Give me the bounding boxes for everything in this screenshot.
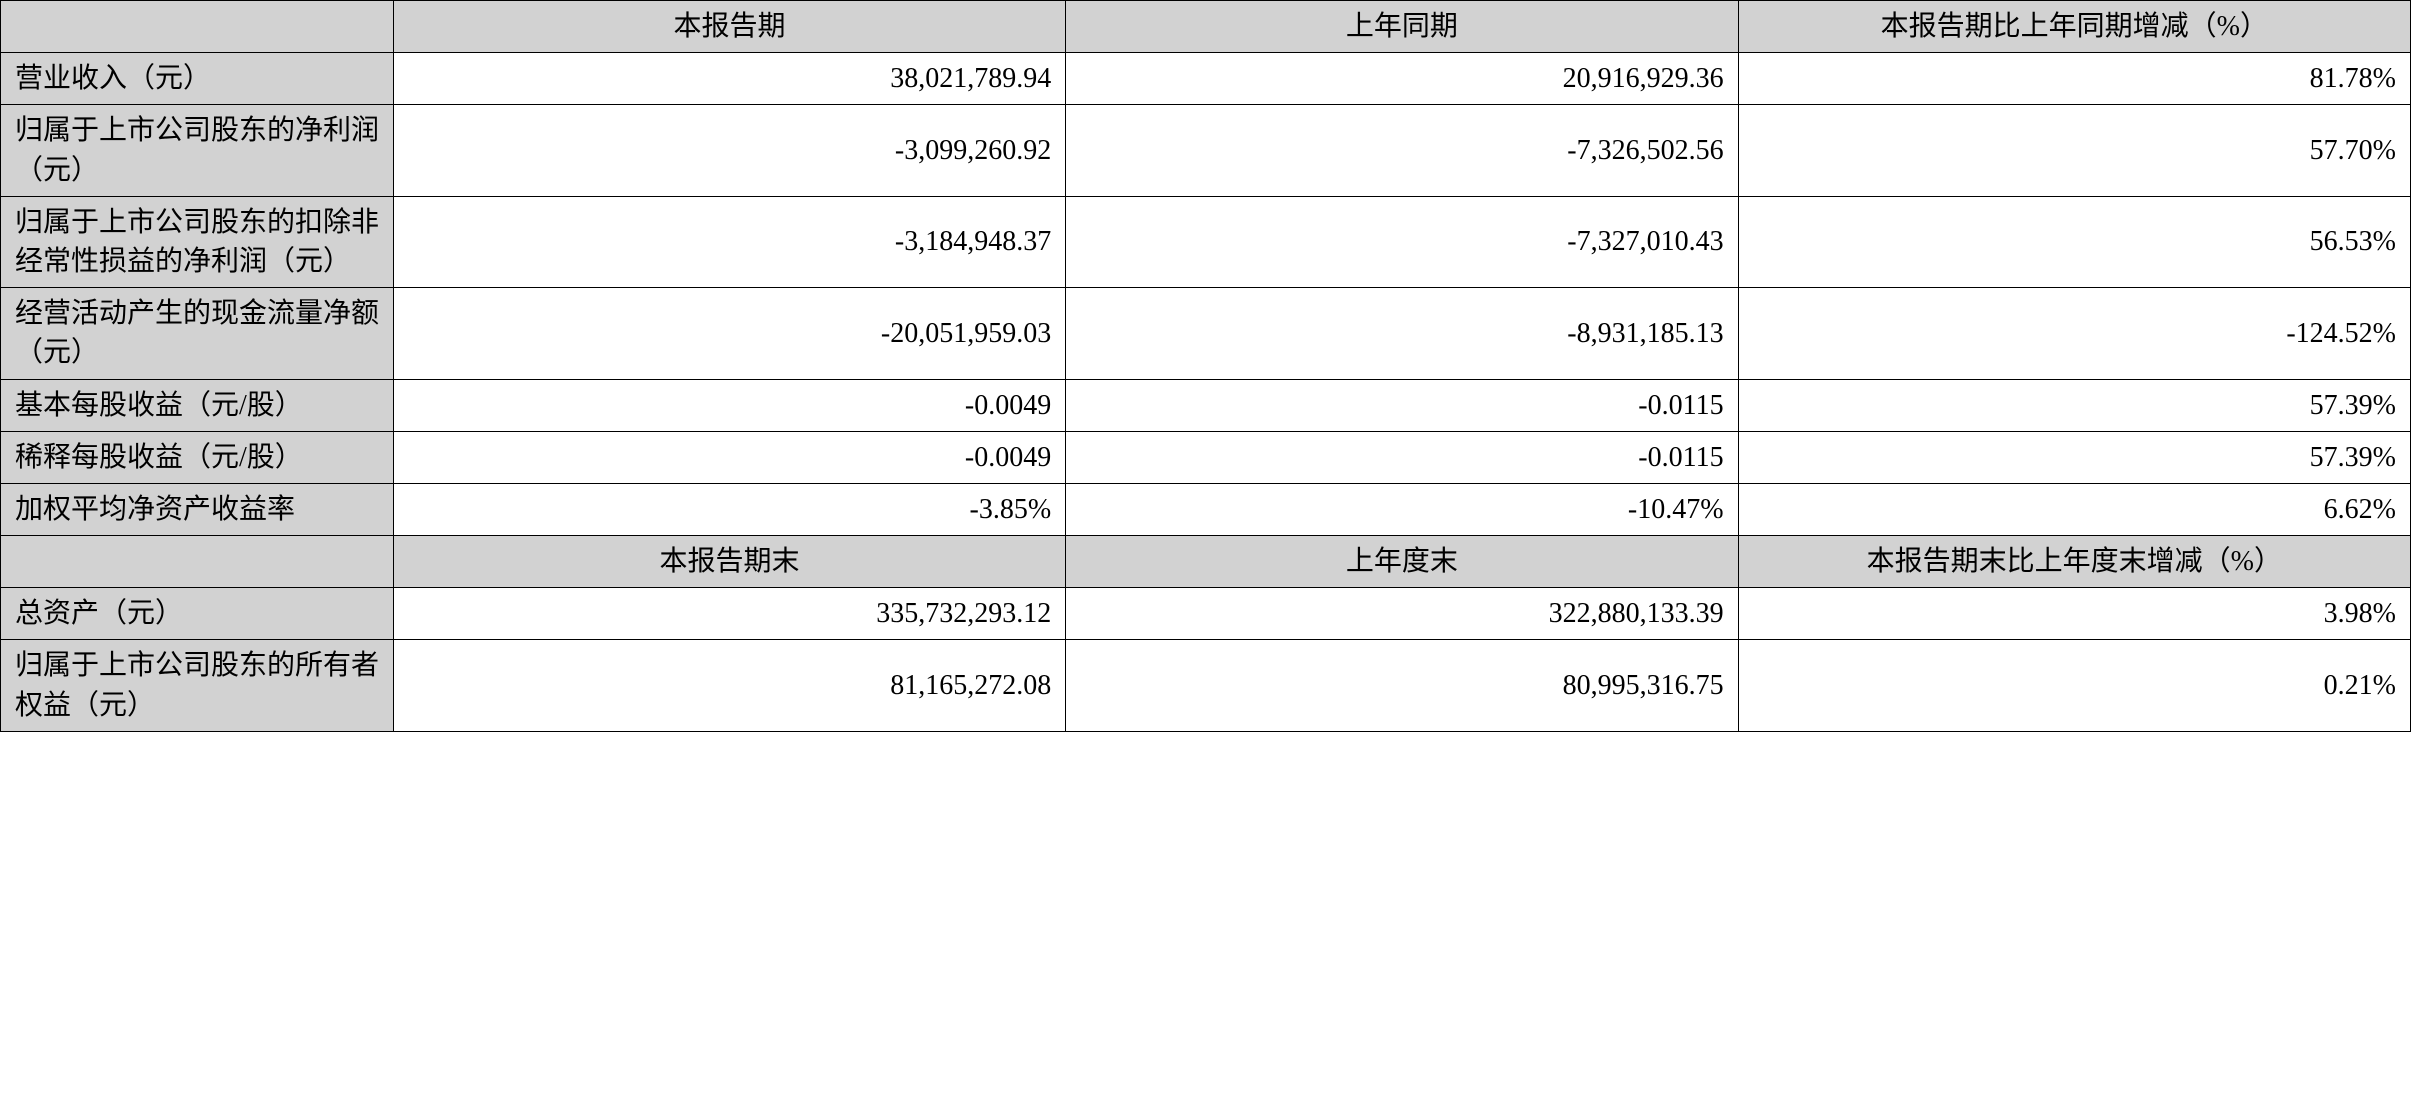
row-value: -3,184,948.37 [393, 196, 1065, 287]
row-label: 归属于上市公司股东的净利润（元） [1, 105, 394, 196]
row-value: 81,165,272.08 [393, 640, 1065, 731]
table-row: 稀释每股收益（元/股） -0.0049 -0.0115 57.39% [1, 431, 2411, 483]
table-row: 归属于上市公司股东的扣除非经常性损益的净利润（元） -3,184,948.37 … [1, 196, 2411, 287]
table-row: 营业收入（元） 38,021,789.94 20,916,929.36 81.7… [1, 53, 2411, 105]
table-row: 总资产（元） 335,732,293.12 322,880,133.39 3.9… [1, 588, 2411, 640]
row-value: 322,880,133.39 [1066, 588, 1738, 640]
row-label: 基本每股收益（元/股） [1, 379, 394, 431]
row-label: 经营活动产生的现金流量净额（元） [1, 288, 394, 379]
header-row-2: 本报告期末 上年度末 本报告期末比上年度末增减（%） [1, 536, 2411, 588]
row-value: 56.53% [1738, 196, 2410, 287]
row-value: 0.21% [1738, 640, 2410, 731]
header-blank-2 [1, 536, 394, 588]
row-value: 57.39% [1738, 431, 2410, 483]
row-value: 20,916,929.36 [1066, 53, 1738, 105]
row-value: -124.52% [1738, 288, 2410, 379]
row-value: 3.98% [1738, 588, 2410, 640]
row-label: 营业收入（元） [1, 53, 394, 105]
table-row: 经营活动产生的现金流量净额（元） -20,051,959.03 -8,931,1… [1, 288, 2411, 379]
row-value: 81.78% [1738, 53, 2410, 105]
row-value: -3.85% [393, 483, 1065, 535]
row-value: 57.70% [1738, 105, 2410, 196]
row-value: -0.0049 [393, 431, 1065, 483]
header-blank-1 [1, 1, 394, 53]
row-value: -10.47% [1066, 483, 1738, 535]
row-label: 归属于上市公司股东的所有者权益（元） [1, 640, 394, 731]
header-prior-year-end: 上年度末 [1066, 536, 1738, 588]
row-value: 57.39% [1738, 379, 2410, 431]
row-value: -0.0115 [1066, 379, 1738, 431]
row-value: 80,995,316.75 [1066, 640, 1738, 731]
row-value: -3,099,260.92 [393, 105, 1065, 196]
header-change-pct-1: 本报告期比上年同期增减（%） [1738, 1, 2410, 53]
row-label: 稀释每股收益（元/股） [1, 431, 394, 483]
row-label: 总资产（元） [1, 588, 394, 640]
row-value: -0.0049 [393, 379, 1065, 431]
row-value: 38,021,789.94 [393, 53, 1065, 105]
financial-table: 本报告期 上年同期 本报告期比上年同期增减（%） 营业收入（元） 38,021,… [0, 0, 2411, 732]
row-label: 归属于上市公司股东的扣除非经常性损益的净利润（元） [1, 196, 394, 287]
row-value: 335,732,293.12 [393, 588, 1065, 640]
header-current-period: 本报告期 [393, 1, 1065, 53]
row-value: -8,931,185.13 [1066, 288, 1738, 379]
table-row: 归属于上市公司股东的净利润（元） -3,099,260.92 -7,326,50… [1, 105, 2411, 196]
header-change-pct-2: 本报告期末比上年度末增减（%） [1738, 536, 2410, 588]
header-prior-period: 上年同期 [1066, 1, 1738, 53]
row-value: -20,051,959.03 [393, 288, 1065, 379]
header-row-1: 本报告期 上年同期 本报告期比上年同期增减（%） [1, 1, 2411, 53]
table-row: 基本每股收益（元/股） -0.0049 -0.0115 57.39% [1, 379, 2411, 431]
row-value: -0.0115 [1066, 431, 1738, 483]
row-label: 加权平均净资产收益率 [1, 483, 394, 535]
row-value: -7,327,010.43 [1066, 196, 1738, 287]
header-period-end: 本报告期末 [393, 536, 1065, 588]
row-value: -7,326,502.56 [1066, 105, 1738, 196]
table-row: 归属于上市公司股东的所有者权益（元） 81,165,272.08 80,995,… [1, 640, 2411, 731]
table-row: 加权平均净资产收益率 -3.85% -10.47% 6.62% [1, 483, 2411, 535]
row-value: 6.62% [1738, 483, 2410, 535]
